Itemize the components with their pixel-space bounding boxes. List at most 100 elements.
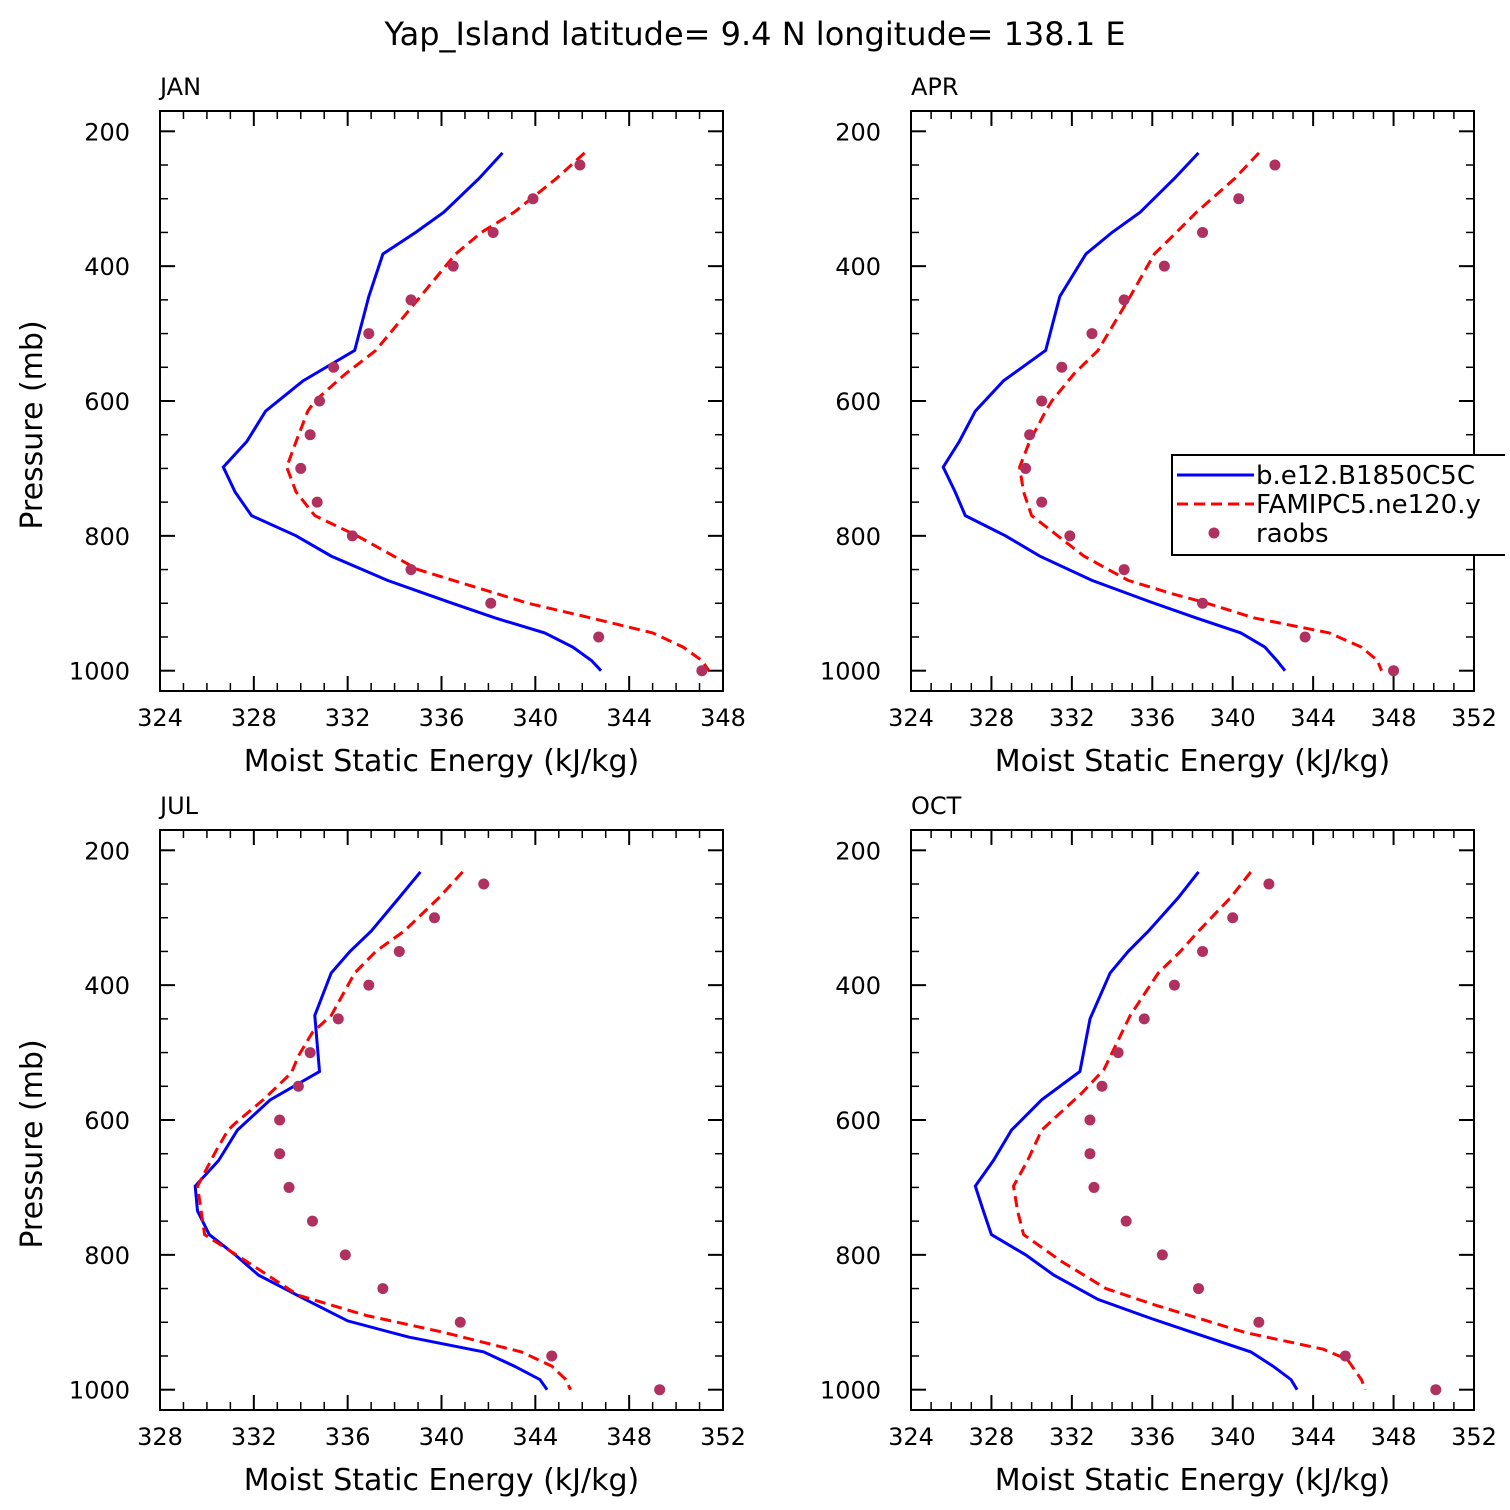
x-tick-label: 344 [512,1423,558,1451]
obs-point [1036,496,1048,508]
x-tick-label: 348 [1371,704,1417,732]
x-tick-label: 352 [1451,1423,1497,1451]
panel-title: APR [911,73,959,101]
x-tick-label: 328 [137,1423,183,1451]
x-tick-label: 328 [231,704,277,732]
legend-label: b.e12.B1850C5C [1256,461,1475,491]
obs-point [527,193,539,205]
obs-point [1193,1283,1205,1295]
y-tick-label: 1000 [69,658,130,686]
obs-point [1299,631,1311,643]
x-tick-label: 332 [1049,704,1095,732]
obs-point [1253,1316,1265,1328]
model2-line [285,151,711,672]
obs-point [1024,429,1036,441]
y-tick-label: 600 [84,388,130,416]
x-tick-label: 324 [888,1423,934,1451]
obs-point [1233,193,1245,205]
y-tick-label: 200 [84,118,130,146]
obs-point [1020,462,1032,474]
x-tick-label: 340 [512,704,558,732]
x-tick-label: 328 [969,1423,1015,1451]
obs-point [1118,564,1130,576]
y-tick-label: 200 [84,837,130,865]
panel-title: OCT [911,792,962,820]
y-tick-label: 800 [835,1242,881,1270]
model1-line [193,870,549,1391]
obs-point [487,226,499,238]
x-tick-label: 344 [1290,1423,1336,1451]
obs-point [1096,1080,1108,1092]
model1-line [973,870,1299,1391]
y-tick-label: 200 [835,837,881,865]
obs-point [311,496,323,508]
x-axis-label: Moist Static Energy (kJ/kg) [995,1463,1391,1498]
obs-point [295,462,307,474]
x-axis-label: Moist Static Energy (kJ/kg) [244,1463,640,1498]
obs-point [1084,1148,1096,1160]
x-tick-label: 324 [888,704,934,732]
obs-point [447,260,459,272]
y-tick-label: 400 [84,253,130,281]
obs-point [1158,260,1170,272]
x-tick-label: 352 [700,1423,746,1451]
obs-point [1156,1249,1168,1261]
y-tick-label: 400 [84,972,130,1000]
x-axis-label: Moist Static Energy (kJ/kg) [995,744,1391,779]
x-tick-label: 328 [969,704,1015,732]
obs-point [574,159,586,171]
y-axis-label: Pressure (mb) [15,1039,50,1248]
obs-point [546,1350,558,1362]
x-tick-label: 348 [700,704,746,732]
obs-point [1064,530,1076,542]
panels: JAN 324 328 332 336 340 344 348 200 400 600 800 1000… [15,73,1497,1498]
obs-point [332,1013,344,1025]
x-axis-label: Moist Static Energy (kJ/kg) [244,744,640,779]
obs-point [1197,945,1209,957]
x-tick-label: 324 [137,704,183,732]
y-tick-label: 1000 [820,1377,881,1405]
obs-point [696,665,708,677]
legend-label: raobs [1256,519,1329,549]
obs-point [1388,665,1400,677]
obs-point [346,530,358,542]
obs-point [1118,294,1130,306]
legend-box [1171,454,1505,556]
y-tick-label: 1000 [69,1377,130,1405]
panel-title: JAN [158,73,201,101]
obs-point [393,945,405,957]
legend-swatch-dot [1208,527,1220,539]
plot-frame [159,829,724,1411]
obs-point [485,597,497,609]
obs-point [1036,395,1048,407]
model2-line [1011,870,1367,1391]
obs-point [1138,1013,1150,1025]
model2-line [195,870,572,1391]
x-tick-label: 344 [606,704,652,732]
panel-jul: JUL 328 332 336 340 344 348 352 200 400 600 800 1000… [15,792,746,1498]
x-tick-label: 332 [231,1423,277,1451]
y-tick-label: 800 [835,523,881,551]
y-tick-label: 600 [835,388,881,416]
x-tick-label: 332 [325,704,371,732]
obs-point [1197,226,1209,238]
obs-point [274,1114,286,1126]
x-tick-label: 340 [1210,1423,1256,1451]
obs-point [1339,1350,1351,1362]
obs-point [1430,1384,1442,1396]
obs-point [1112,1047,1124,1059]
x-tick-label: 332 [1049,1423,1095,1451]
y-tick-label: 1000 [820,658,881,686]
obs-point [593,631,605,643]
y-axis-label: Pressure (mb) [15,320,50,529]
obs-point [363,979,375,991]
model1-line [221,151,603,672]
x-tick-label: 348 [1371,1423,1417,1451]
obs-point [304,1047,316,1059]
obs-point [1120,1215,1132,1227]
y-tick-label: 200 [835,118,881,146]
y-tick-label: 400 [835,972,881,1000]
y-tick-label: 600 [84,1107,130,1135]
x-tick-label: 344 [1290,704,1336,732]
